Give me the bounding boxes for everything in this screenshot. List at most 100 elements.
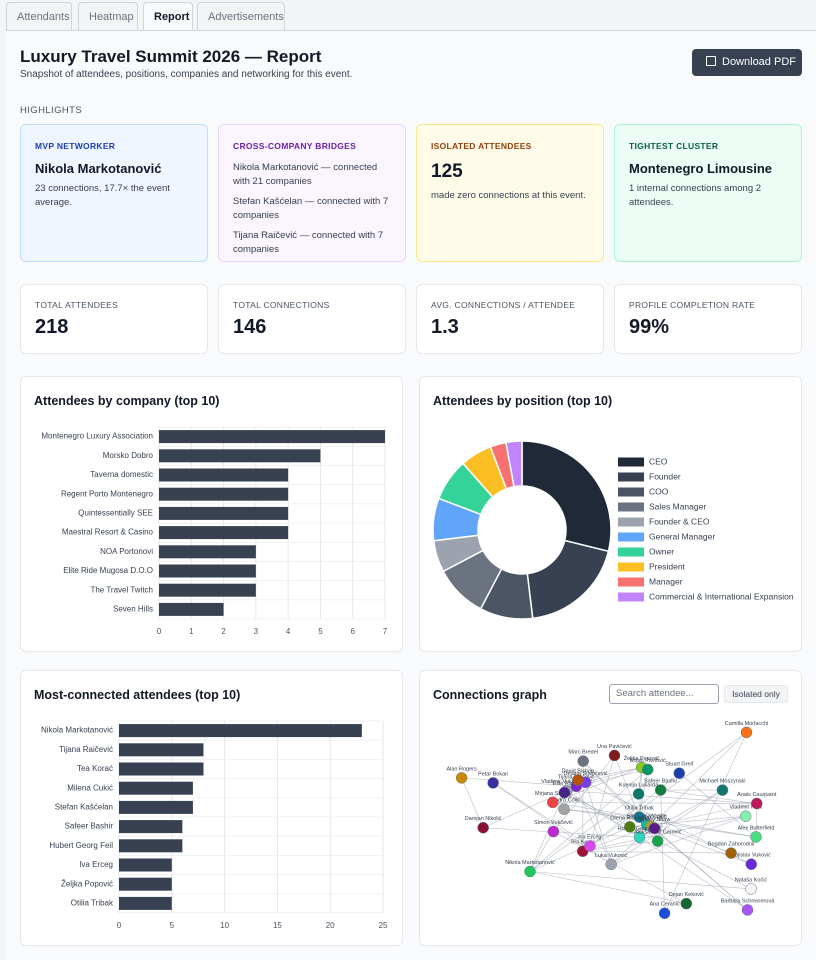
graph-node[interactable] — [750, 831, 762, 843]
highlight-title: CROSS-COMPANY BRIDGES — [233, 141, 357, 151]
card-title: Attendees by position (top 10) — [433, 394, 613, 408]
node-label: Safeer Bashir — [644, 778, 677, 784]
graph-node[interactable] — [632, 788, 645, 800]
graph-node[interactable] — [716, 784, 729, 796]
isolated-toggle[interactable]: Isolated only — [724, 685, 788, 703]
graph-node[interactable] — [605, 858, 617, 871]
graph-node[interactable] — [577, 755, 589, 767]
bar — [119, 839, 183, 853]
highlight-title: MVP NETWORKER — [35, 141, 116, 151]
graph-node[interactable] — [477, 821, 489, 834]
graph-node[interactable] — [547, 825, 560, 838]
graph-node[interactable] — [751, 797, 763, 810]
graph-node[interactable] — [648, 822, 661, 835]
tab[interactable]: Attendants — [6, 2, 72, 31]
graph-node[interactable] — [654, 784, 667, 796]
tab[interactable]: Advertisements — [197, 2, 285, 31]
x-tick-label: 15 — [273, 921, 282, 930]
search-input[interactable]: Search attendee... — [609, 684, 719, 704]
graph-node[interactable] — [725, 847, 737, 859]
y-tick-label: Maestral Resort & Casino — [62, 528, 154, 537]
graph-node[interactable] — [558, 803, 570, 815]
x-tick-label: 10 — [220, 921, 229, 930]
graph-node[interactable] — [745, 858, 758, 870]
x-tick-label: 25 — [379, 921, 388, 930]
x-tick-label: 0 — [157, 627, 162, 636]
legend-label: Founder & CEO — [649, 516, 710, 526]
tab[interactable]: Heatmap — [78, 2, 138, 31]
graph-node[interactable] — [624, 821, 636, 833]
graph-node[interactable] — [487, 777, 499, 789]
node-label: Marc Bredel — [568, 750, 598, 756]
y-tick-label: Stefan Kašćelan — [55, 803, 113, 812]
node-label: Luka Vuković — [595, 853, 628, 859]
legend-swatch — [618, 577, 644, 587]
stat-value: 1.3 — [431, 316, 459, 338]
graph-node[interactable] — [651, 835, 664, 847]
bar — [119, 762, 204, 776]
graph-node[interactable] — [572, 774, 584, 786]
edge — [492, 782, 591, 847]
edge — [582, 815, 746, 852]
y-tick-label: Otilia Tribak — [71, 899, 114, 908]
graph-node[interactable] — [745, 883, 757, 895]
graph-node[interactable] — [558, 786, 571, 799]
node-label: Hubert Georg Feil — [618, 826, 662, 832]
graph-node[interactable] — [633, 831, 646, 844]
legend-label: Founder — [649, 471, 681, 481]
graph-node[interactable] — [455, 772, 468, 784]
edge — [582, 850, 732, 854]
x-tick-label: 7 — [383, 627, 388, 636]
chart-card: Attendees by position (top 10) CEO Founder… — [419, 376, 802, 652]
node-label: Nikola Markotanović — [505, 860, 555, 866]
node-label: Željka Popović — [624, 754, 660, 762]
y-tick-label: NOA Portonovi — [100, 547, 153, 556]
graph-node[interactable] — [680, 897, 693, 910]
edge — [529, 793, 639, 872]
graph-node[interactable] — [740, 726, 753, 739]
graph-node[interactable] — [739, 810, 752, 822]
stat-card: AVG. CONNECTIONS / ATTENDEE 1.3 — [416, 284, 604, 354]
tab[interactable]: Report — [143, 2, 193, 31]
download-button[interactable]: Download PDF — [692, 49, 802, 76]
graph-node[interactable] — [673, 767, 686, 779]
highlight-headline: Nikola Markotanović — [35, 161, 162, 176]
graph-node[interactable] — [658, 907, 671, 920]
edge — [553, 755, 615, 832]
graph-node[interactable] — [741, 904, 754, 916]
bar — [159, 449, 321, 463]
node-label: Dejana Stjepčević — [564, 771, 608, 777]
graph-node[interactable] — [547, 796, 559, 809]
y-tick-label: Milena Cukić — [67, 783, 113, 792]
graph-node[interactable] — [633, 811, 646, 823]
graph-node[interactable] — [608, 749, 621, 762]
x-tick-label: 4 — [286, 627, 291, 636]
page-title: Luxury Travel Summit 2026 — Report — [20, 47, 322, 66]
graph-node[interactable] — [584, 840, 596, 852]
bar — [159, 583, 256, 597]
stat-label: TOTAL ATTENDEES — [35, 300, 119, 310]
edge — [529, 871, 752, 890]
x-tick-label: 1 — [189, 627, 194, 636]
y-tick-label: Elite Ride Mugosa D.O.O — [63, 566, 153, 575]
graph-node[interactable] — [641, 763, 654, 776]
doughnut-slice — [521, 440, 612, 553]
edge — [650, 732, 747, 827]
node-label: Vojislav Vuković — [732, 853, 771, 859]
x-tick-label: 20 — [326, 921, 335, 930]
chart-card: Attendees by company (top 10) 0 1 2 3 4 5 6 7 Mon… — [20, 376, 403, 652]
x-tick-label: 5 — [170, 921, 175, 930]
legend-label: Sales Manager — [649, 501, 706, 511]
y-tick-label: Morsko Dobro — [103, 451, 154, 460]
node-label: Bojan Pavlović — [630, 758, 666, 764]
legend-label: CEO — [649, 456, 668, 466]
edge — [654, 828, 748, 911]
page-subtitle: Snapshot of attendees, positions, compan… — [20, 69, 353, 80]
card-title: Connections graph — [433, 688, 547, 702]
graph-node[interactable] — [524, 865, 536, 878]
highlight-line: Stefan Kašćelan — connected with 7 compa… — [233, 196, 389, 221]
edge — [529, 831, 554, 872]
highlight-line: Nikola Markotanović — connected with 21 … — [233, 162, 378, 187]
node-label: Alan Rogers — [446, 766, 477, 772]
